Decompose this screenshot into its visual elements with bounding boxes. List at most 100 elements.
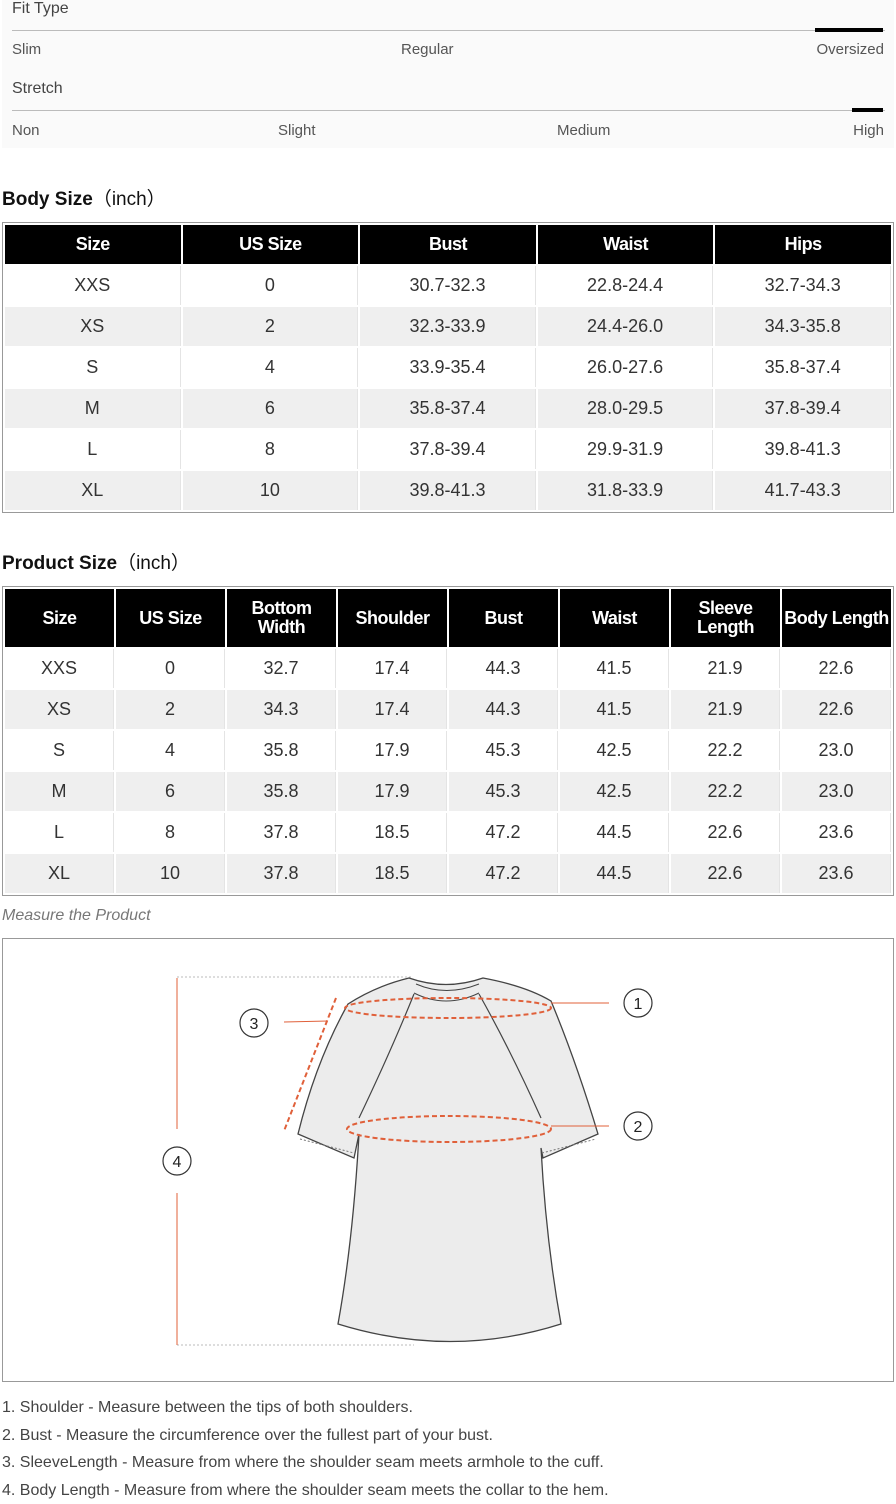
table-cell: 17.9 [338,772,447,811]
table-cell: 41.5 [560,649,669,688]
table-cell: 18.5 [338,854,447,893]
table-cell: 18.5 [338,813,447,852]
tshirt-outline [298,978,598,1342]
table-cell: 29.9-31.9 [538,430,714,469]
table-cell: M [5,772,114,811]
product-size-title: Product Size（inch） [2,548,190,575]
fit-type-track [12,30,885,31]
marker-1: 1 [634,996,643,1013]
table-cell: 44.5 [560,813,669,852]
table-cell: 23.0 [782,772,891,811]
table-cell: XL [5,854,114,893]
fit-option-oversized: Oversized [816,41,884,58]
table-cell: 37.8 [227,813,336,852]
table-cell: 47.2 [449,854,558,893]
table-cell: 21.9 [671,690,780,729]
table-cell: 22.2 [671,731,780,770]
table-cell: 45.3 [449,731,558,770]
table-cell: 4 [116,731,225,770]
stretch-option-medium: Medium [557,122,610,139]
table-cell: 33.9-35.4 [360,348,536,387]
table-cell: 47.2 [449,813,558,852]
table-cell: 42.5 [560,772,669,811]
note-bust: 2. Bust - Measure the circumference over… [2,1422,609,1450]
stretch-label: Stretch [12,80,63,98]
table-cell: 17.4 [338,649,447,688]
table-cell: 10 [116,854,225,893]
table-cell: 23.6 [782,813,891,852]
table-cell: 31.8-33.9 [538,471,714,510]
table-cell: 41.7-43.3 [715,471,891,510]
column-header: Bust [360,225,536,264]
column-header: Waist [538,225,714,264]
table-cell: 22.8-24.4 [538,266,714,305]
table-cell: 42.5 [560,731,669,770]
stretch-indicator [852,108,883,112]
stretch-option-slight: Slight [278,122,316,139]
table-cell: 6 [116,772,225,811]
table-cell: L [5,430,181,469]
tshirt-illustration: 1 2 3 4 [3,939,895,1383]
marker-4: 4 [173,1154,182,1171]
stretch-option-non: Non [12,122,40,139]
table-cell: 41.5 [560,690,669,729]
table-cell: XS [5,307,181,346]
column-header: Hips [715,225,891,264]
table-cell: 0 [183,266,359,305]
table-cell: 23.6 [782,854,891,893]
table-cell: S [5,348,181,387]
table-cell: 35.8-37.4 [715,348,891,387]
table-cell: 26.0-27.6 [538,348,714,387]
table-cell: 21.9 [671,649,780,688]
stretch-option-high: High [853,122,884,139]
table-cell: S [5,731,114,770]
table-cell: 34.3 [227,690,336,729]
column-header: Waist [560,589,669,647]
table-cell: 39.8-41.3 [715,430,891,469]
column-header: Body Length [782,589,891,647]
table-cell: M [5,389,181,428]
table-cell: 35.8 [227,772,336,811]
table-cell: 8 [116,813,225,852]
table-cell: 28.0-29.5 [538,389,714,428]
table-cell: 24.4-26.0 [538,307,714,346]
measurement-notes: 1. Shoulder - Measure between the tips o… [2,1394,609,1504]
table-cell: 2 [116,690,225,729]
table-cell: 22.6 [782,690,891,729]
column-header: Bottom Width [227,589,336,647]
fit-and-stretch-panel: Fit Type Slim Regular Oversized Stretch … [2,0,894,148]
column-header: Sleeve Length [671,589,780,647]
table-cell: 17.4 [338,690,447,729]
table-cell: 37.8-39.4 [715,389,891,428]
column-header: Bust [449,589,558,647]
column-header: Shoulder [338,589,447,647]
table-cell: 10 [183,471,359,510]
table-cell: 32.7-34.3 [715,266,891,305]
table-cell: 37.8-39.4 [360,430,536,469]
table-cell: 22.2 [671,772,780,811]
table-cell: XXS [5,649,114,688]
stretch-track [12,110,885,111]
table-cell: 37.8 [227,854,336,893]
table-cell: 39.8-41.3 [360,471,536,510]
table-cell: XS [5,690,114,729]
table-cell: 32.7 [227,649,336,688]
table-cell: 32.3-33.9 [360,307,536,346]
table-cell: 4 [183,348,359,387]
table-cell: L [5,813,114,852]
table-cell: 44.3 [449,690,558,729]
table-cell: 35.8-37.4 [360,389,536,428]
fit-option-regular: Regular [401,41,454,58]
table-cell: 0 [116,649,225,688]
